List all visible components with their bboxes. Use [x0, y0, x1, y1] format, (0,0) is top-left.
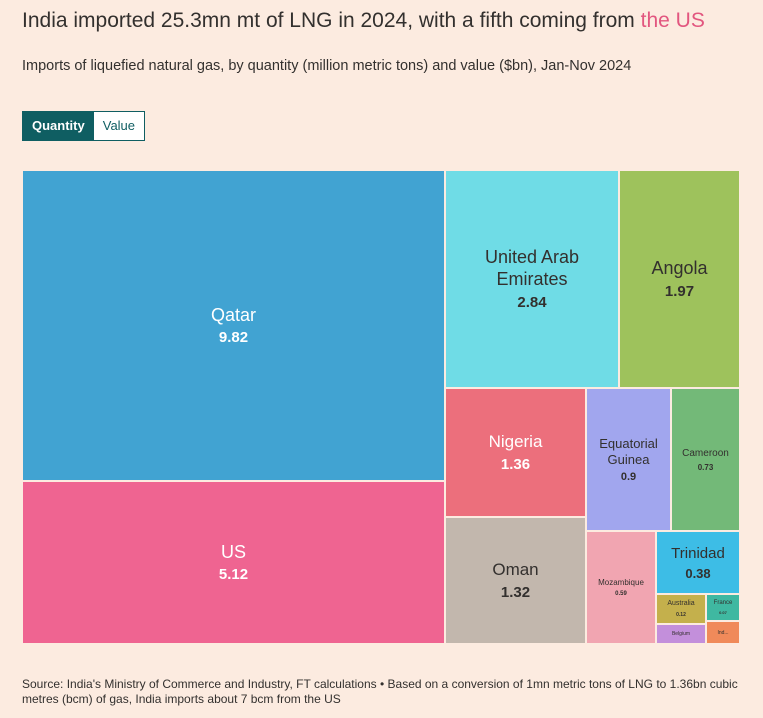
treemap-cell-ind[interactable]: Ind... — [706, 621, 740, 644]
cell-value-label: 5.12 — [218, 566, 249, 584]
treemap-cell-belgium[interactable]: Belgium — [656, 624, 706, 644]
cell-value-label: 0.59 — [615, 590, 627, 597]
treemap-cell-us[interactable]: US 5.12 — [22, 481, 445, 644]
treemap-cell-trinidad[interactable]: Trinidad 0.38 — [656, 531, 740, 594]
treemap-cell-nigeria[interactable]: Nigeria 1.36 — [445, 388, 586, 517]
cell-name-label: Qatar — [210, 304, 257, 325]
cell-value-label: 0.9 — [620, 470, 637, 483]
cell-name-label: Mozambique — [598, 578, 644, 588]
value-toggle-button[interactable]: Value — [93, 112, 145, 140]
cell-value-label: 2.84 — [517, 293, 547, 311]
cell-value-label: 0.07 — [719, 610, 727, 616]
treemap-cell-australia[interactable]: Australia 0.12 — [656, 594, 706, 624]
treemap-cell-cameroon[interactable]: Cameroon 0.73 — [671, 388, 740, 531]
cell-name-label: Nigeria — [488, 432, 543, 452]
cell-name-label: US — [220, 541, 246, 562]
treemap-cell-angola[interactable]: Angola 1.97 — [619, 170, 740, 388]
cell-name-label: Oman — [492, 560, 539, 580]
cell-name-label: Trinidad — [671, 544, 725, 562]
treemap-cell-oman[interactable]: Oman 1.32 — [445, 517, 586, 644]
cell-value-label: 1.97 — [664, 282, 695, 300]
treemap-cell-mozambique[interactable]: Mozambique 0.59 — [586, 531, 656, 644]
cell-value-label: 9.82 — [218, 329, 249, 347]
cell-value-label: 0.38 — [685, 565, 711, 581]
source-note: Source: India's Ministry of Commerce and… — [22, 677, 738, 706]
cell-value-label: 1.32 — [500, 583, 531, 601]
cell-name-label: Cameroon — [682, 447, 729, 459]
cell-name-label: Australia — [667, 600, 695, 608]
treemap-cell-qatar[interactable]: Qatar 9.82 — [22, 170, 445, 481]
chart-subtitle: Imports of liquefied natural gas, by qua… — [22, 58, 632, 74]
cell-name-label: United Arab Emirates — [484, 247, 580, 289]
cell-value-label: 1.36 — [500, 455, 531, 473]
cell-name-label: Angola — [651, 258, 708, 279]
treemap-chart: Qatar 9.82 US 5.12 United Arab Emirates 2.84 A… — [22, 170, 740, 644]
cell-value-label: 0.73 — [697, 462, 714, 472]
cell-name-label: France — [713, 599, 733, 606]
treemap-cell-united-arab-emirates[interactable]: United Arab Emirates 2.84 — [445, 170, 619, 388]
chart-title: India imported 25.3mn mt of LNG in 2024,… — [22, 8, 705, 34]
cell-name-label: Belgium — [671, 631, 691, 637]
treemap-cell-equatorial-guinea[interactable]: Equatorial Guinea 0.9 — [586, 388, 671, 531]
title-text: India imported 25.3mn mt of LNG in 2024,… — [22, 9, 641, 32]
quantity-toggle-button[interactable]: Quantity — [23, 112, 94, 140]
treemap-cell-france[interactable]: France 0.07 — [706, 594, 740, 621]
metric-toggle: Quantity Value — [22, 111, 146, 141]
cell-name-label: Equatorial Guinea — [599, 436, 658, 467]
cell-name-label: Ind... — [717, 629, 729, 636]
title-highlight: the US — [640, 9, 705, 32]
cell-value-label: 0.12 — [676, 611, 686, 618]
